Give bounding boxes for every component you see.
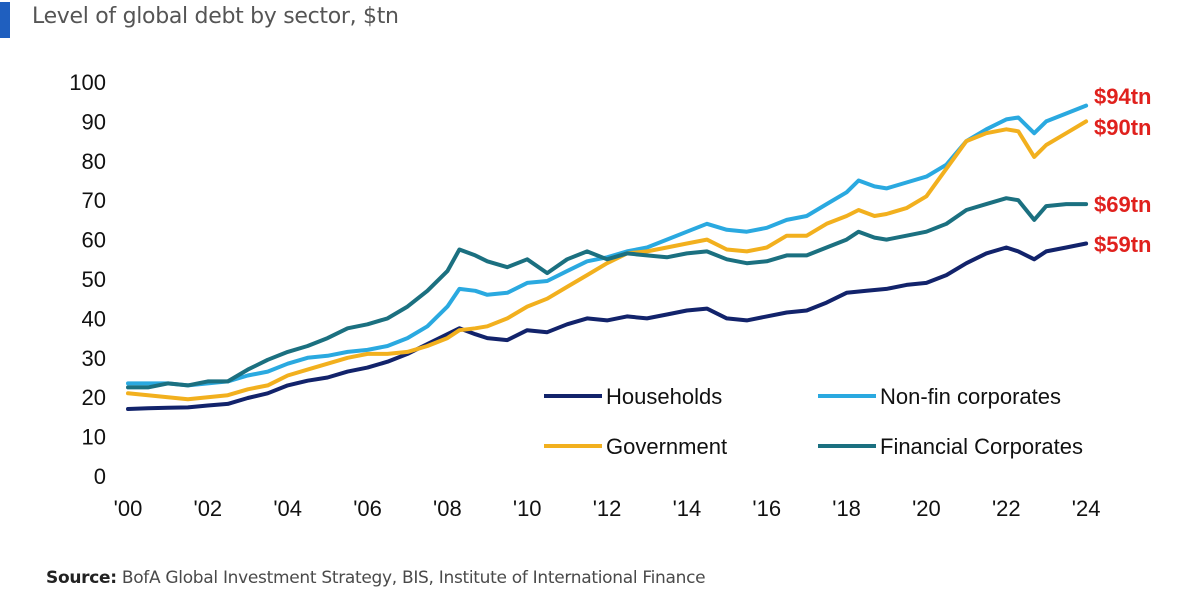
series-line-financial-corporates <box>126 196 1089 390</box>
source-text: BofA Global Investment Strategy, BIS, In… <box>121 568 706 588</box>
y-tick-label: 30 <box>82 346 106 371</box>
x-tick-label: '12 <box>593 496 622 521</box>
y-tick-label: 0 <box>94 464 106 489</box>
legend-label: Households <box>606 384 722 409</box>
legend: Households Non-fin corporates Government Fi… <box>544 384 1083 459</box>
x-tick-label: '16 <box>752 496 781 521</box>
end-value-label: $90tn <box>1094 115 1151 140</box>
y-tick-label: 50 <box>82 267 106 292</box>
series-line-households <box>126 241 1089 411</box>
y-tick-label: 60 <box>82 228 106 253</box>
y-tick-label: 10 <box>82 425 106 450</box>
legend-label: Government <box>606 434 727 459</box>
chart-title: Level of global debt by sector, $tn <box>32 4 399 29</box>
y-tick-label: 40 <box>82 306 106 331</box>
y-tick-label: 90 <box>82 109 106 134</box>
source-note: Source: BofA Global Investment Strategy,… <box>46 568 706 588</box>
legend-label: Financial Corporates <box>880 434 1083 459</box>
end-value-label: $69tn <box>1094 192 1151 217</box>
y-tick-label: 20 <box>82 385 106 410</box>
series-lines <box>126 103 1089 411</box>
end-value-label: $94tn <box>1094 84 1151 109</box>
y-tick-label: 80 <box>82 149 106 174</box>
x-tick-label: '06 <box>353 496 382 521</box>
title-accent-bar <box>0 2 10 38</box>
x-tick-label: '10 <box>513 496 542 521</box>
x-tick-label: '02 <box>194 496 223 521</box>
series-line-non-fin-corporates <box>126 103 1089 388</box>
x-tick-label: '14 <box>673 496 702 521</box>
x-tick-label: '22 <box>992 496 1021 521</box>
source-label: Source: <box>46 568 117 588</box>
x-tick-label: '24 <box>1072 496 1101 521</box>
x-tick-label: '08 <box>433 496 462 521</box>
y-axis: 0 10 20 30 40 50 60 70 80 90 100 <box>69 70 106 489</box>
x-tick-label: '20 <box>912 496 941 521</box>
y-tick-label: 70 <box>82 188 106 213</box>
y-tick-label: 100 <box>69 70 106 95</box>
end-value-label: $59tn <box>1094 232 1151 257</box>
x-tick-label: '04 <box>273 496 302 521</box>
x-tick-label: '00 <box>114 496 143 521</box>
x-tick-label: '18 <box>832 496 861 521</box>
x-axis: '00 '02 '04 '06 '08 '10 '12 '14 '16 '18 '20 '22 '24 <box>114 496 1101 521</box>
line-chart: 0 10 20 30 40 50 60 70 80 90 100 '00 '02 '04 '06 '08 '1… <box>69 70 1151 521</box>
end-labels: $59tn $94tn $90tn $69tn <box>1094 84 1151 257</box>
legend-label: Non-fin corporates <box>880 384 1061 409</box>
